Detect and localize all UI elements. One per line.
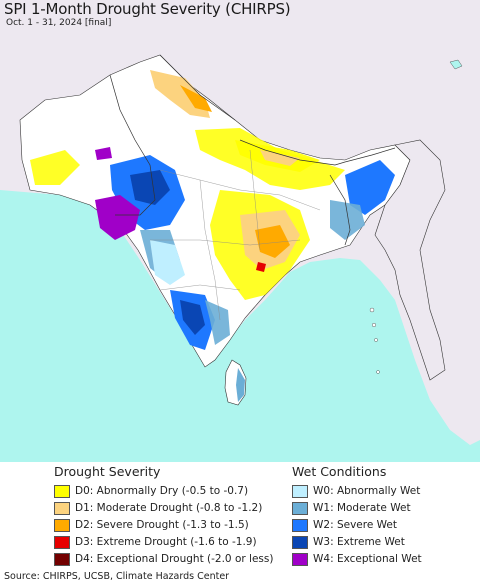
w4-swatch	[292, 552, 308, 566]
state-borders	[150, 149, 321, 321]
legend-item-w1: W1: Moderate Wet	[292, 500, 411, 516]
legend-item-d4: D4: Exceptional Drought (-2.0 or less)	[54, 551, 273, 567]
drought-legend-heading: Drought Severity	[54, 464, 161, 479]
legend-item-d3: D3: Extreme Drought (-1.6 to -1.9)	[54, 534, 257, 550]
w1-swatch	[292, 501, 308, 515]
country-borders	[109, 54, 396, 246]
w4-north-spot	[95, 147, 112, 160]
legend: Drought Severity Wet Conditions D0: Abno…	[0, 463, 480, 567]
sri-lanka-wet	[236, 368, 245, 402]
map-title: SPI 1-Month Drought Severity (CHIRPS)	[4, 0, 291, 18]
w2-swatch	[292, 518, 308, 532]
legend-item-w0: W0: Abnormally Wet	[292, 483, 420, 499]
w4-gujarat	[95, 195, 140, 240]
legend-item-d2: D2: Severe Drought (-1.3 to -1.5)	[54, 517, 249, 533]
ocean	[0, 190, 480, 462]
source-credit: Source: CHIRPS, UCSB, Climate Hazards Ce…	[4, 571, 230, 582]
d0-west-patch	[30, 150, 80, 185]
island	[449, 59, 463, 70]
w2-east-patch	[345, 160, 395, 215]
map-subtitle: Oct. 1 - 31, 2024 [final]	[6, 18, 112, 28]
d0-swatch	[54, 484, 70, 498]
d1-swatch	[54, 501, 70, 515]
andaman-islands	[369, 307, 380, 374]
w1-south-fringe	[205, 300, 230, 345]
d2-central-patch	[255, 225, 290, 258]
legend-item-d0: D0: Abnormally Dry (-0.5 to -0.7)	[54, 483, 248, 499]
w3-swatch	[292, 535, 308, 549]
wet-legend-heading: Wet Conditions	[292, 464, 387, 479]
legend-item-w4: W4: Exceptional Wet	[292, 551, 422, 567]
d3-swatch	[54, 535, 70, 549]
d2-north-patch	[180, 85, 212, 112]
d2-swatch	[54, 518, 70, 532]
w3-west-core	[130, 170, 170, 205]
w0-swatch	[292, 484, 308, 498]
drought-map	[0, 0, 480, 462]
legend-item-w3: W3: Extreme Wet	[292, 534, 405, 550]
legend-item-w2: W2: Severe Wet	[292, 517, 397, 533]
d4-swatch	[54, 552, 70, 566]
myanmar-region	[374, 139, 446, 381]
w0-west-patch	[150, 240, 185, 285]
d1-nepal-patch	[260, 150, 300, 166]
legend-item-d1: D1: Moderate Drought (-0.8 to -1.2)	[54, 500, 262, 516]
w1-east-patch	[330, 200, 365, 240]
w3-south-core	[180, 300, 205, 335]
d3-spot	[256, 262, 266, 272]
